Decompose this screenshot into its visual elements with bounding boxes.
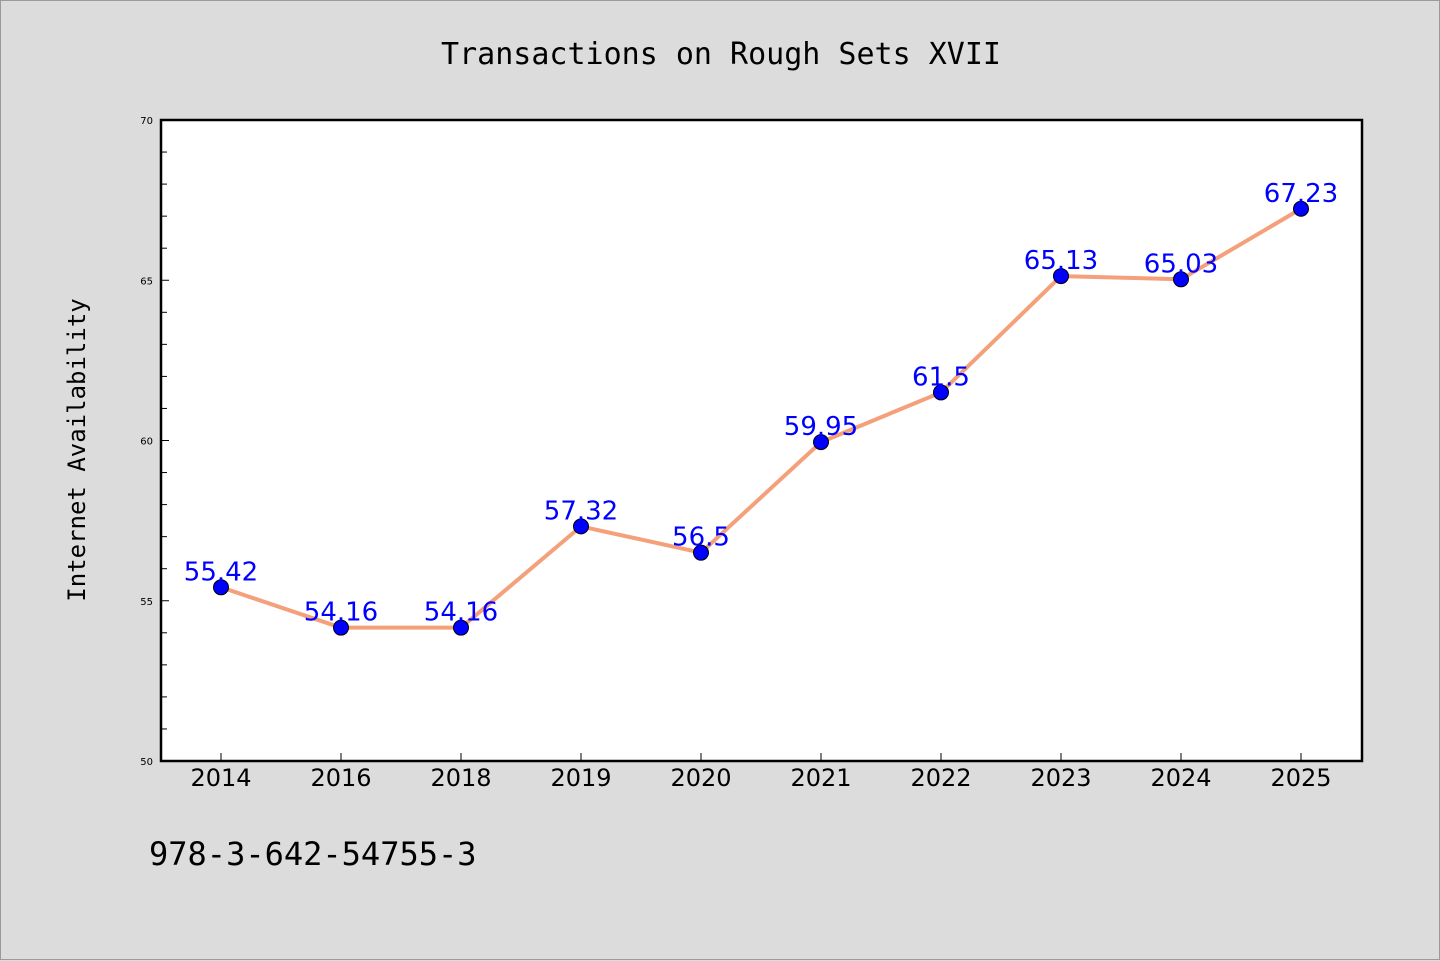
y-axis-ticks: 50 55 60 65 70	[140, 116, 169, 768]
data-label: 54.16	[304, 598, 378, 628]
series-line-group	[219, 206, 1303, 630]
x-tick-label: 2024	[1150, 764, 1211, 792]
x-tick-label: 2018	[430, 764, 491, 792]
data-labels: 55.42 54.16 54.16 57.32 56.5 59.95 61.5 65.13 65…	[184, 179, 1338, 628]
data-label: 56.5	[672, 523, 730, 553]
data-point	[213, 579, 229, 596]
footer-isbn: 978-3-642-54755-3	[149, 835, 477, 873]
x-tick-label: 2014	[190, 764, 251, 792]
x-axis-ticks: 2014 2016 2018 2019 2020 2021 2022 2023 2024 2025	[190, 753, 1332, 792]
data-point	[933, 384, 949, 401]
series-line	[219, 206, 1303, 630]
x-tick-label: 2019	[550, 764, 611, 792]
y-tick-label: 50	[140, 757, 153, 768]
y-tick-label: 60	[140, 437, 153, 448]
y-tick-label: 65	[140, 276, 153, 287]
x-tick-label: 2020	[670, 764, 731, 792]
data-label: 57.32	[544, 496, 618, 526]
data-label: 55.42	[184, 557, 258, 587]
data-point	[813, 434, 829, 451]
data-point	[573, 518, 589, 535]
data-point	[1173, 271, 1189, 288]
x-tick-label: 2016	[310, 764, 371, 792]
x-tick-label: 2025	[1270, 764, 1331, 792]
data-label: 65.13	[1024, 246, 1098, 276]
data-markers	[213, 200, 1309, 636]
data-point	[693, 544, 709, 561]
data-point	[333, 619, 349, 636]
data-label: 61.5	[912, 362, 970, 392]
data-label: 54.16	[424, 598, 498, 628]
data-point	[453, 619, 469, 636]
data-label: 67.23	[1264, 179, 1338, 209]
y-tick-label: 70	[140, 116, 153, 127]
data-label: 65.03	[1144, 249, 1218, 279]
data-label: 59.95	[784, 412, 858, 442]
plot-area	[159, 118, 1364, 763]
chart-title: Transactions on Rough Sets XVII	[441, 37, 1001, 72]
x-tick-label: 2023	[1030, 764, 1091, 792]
data-point	[1293, 200, 1309, 217]
x-tick-label: 2021	[790, 764, 851, 792]
data-point	[1053, 268, 1069, 285]
y-axis-label: Internet Availability	[63, 298, 91, 601]
x-tick-label: 2022	[910, 764, 971, 792]
y-tick-label: 55	[140, 597, 153, 608]
